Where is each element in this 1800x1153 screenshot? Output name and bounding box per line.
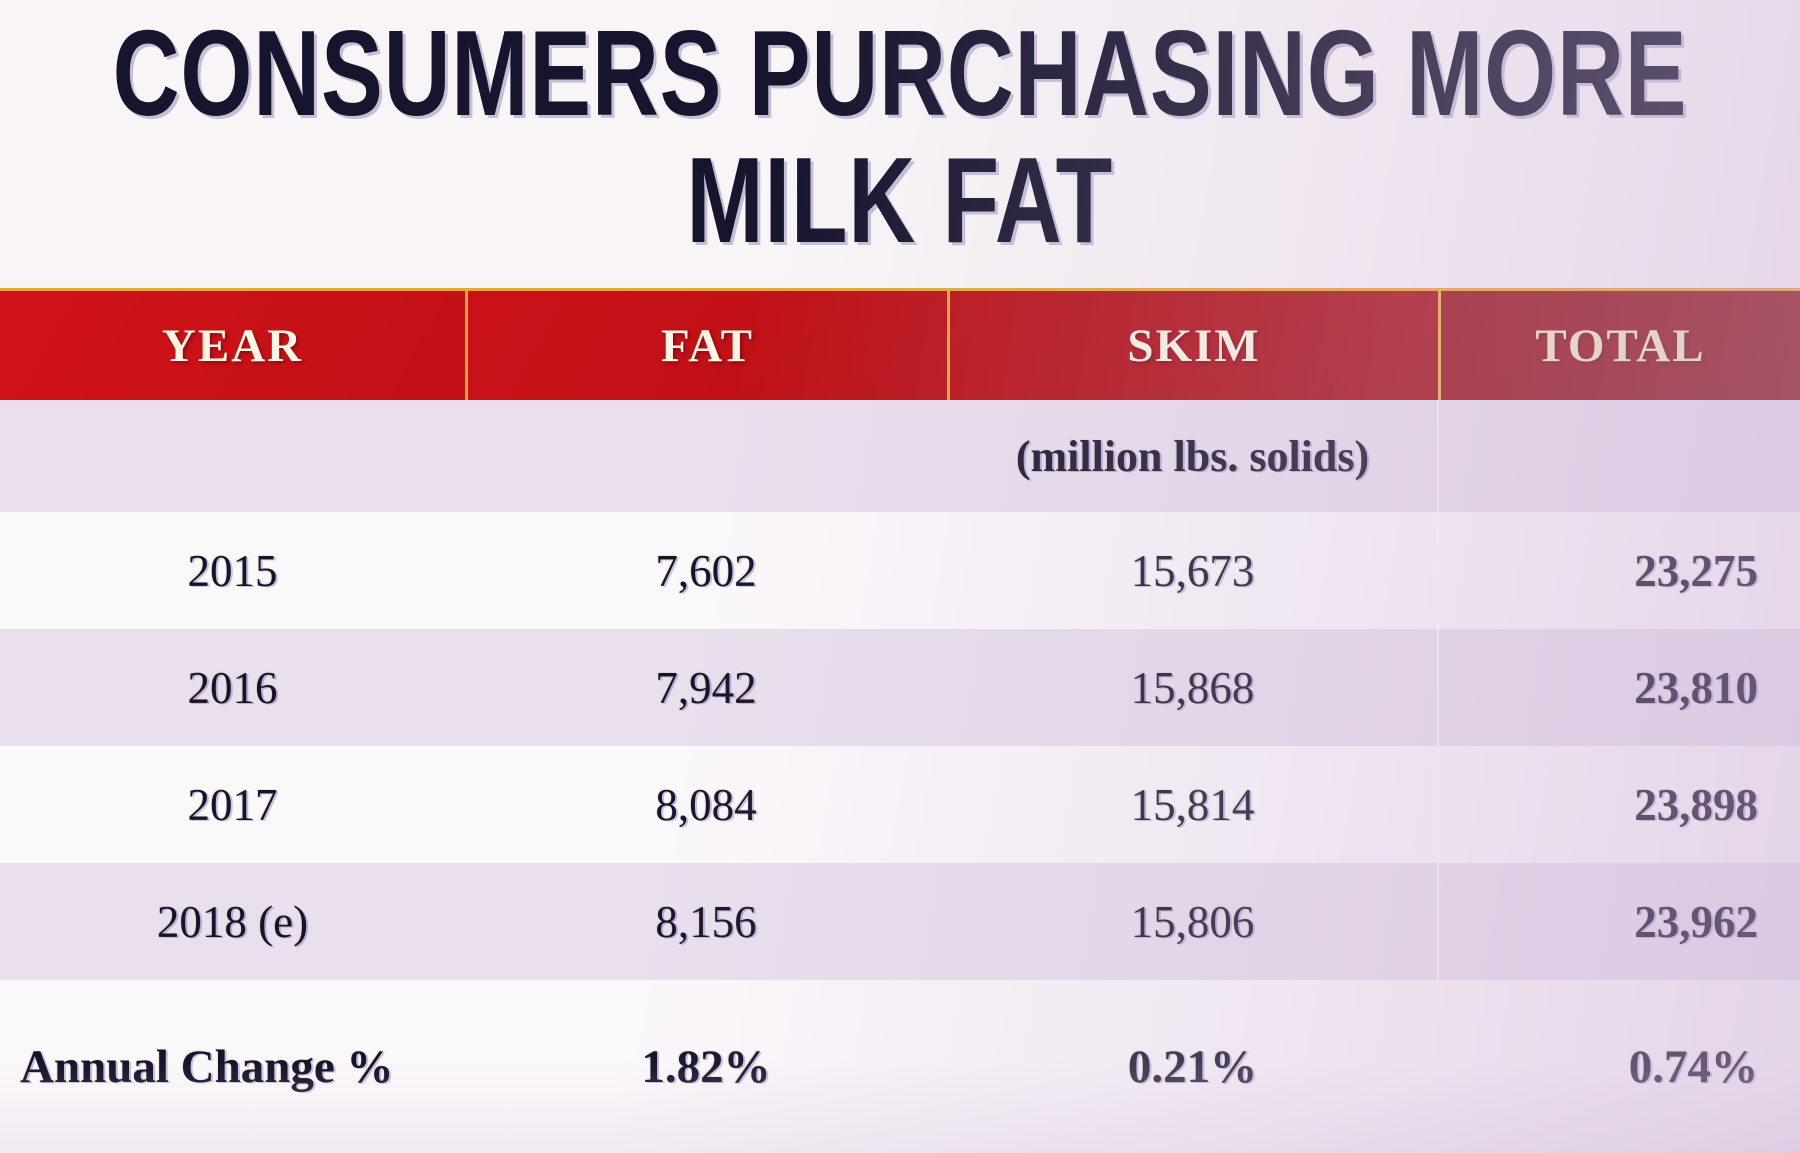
table-row: 2015 7,602 15,673 23,275 bbox=[0, 512, 1800, 629]
summary-total-cell: 0.74% bbox=[1628, 1040, 1758, 1093]
fat-cell: 8,084 bbox=[655, 779, 757, 830]
summary-skim-cell: 0.21% bbox=[1127, 1040, 1258, 1093]
fat-cell: 7,942 bbox=[655, 662, 757, 713]
year-cell: 2016 bbox=[187, 662, 278, 713]
table-row: 2018 (e) 8,156 15,806 23,962 bbox=[0, 863, 1800, 980]
unit-row-total-cell bbox=[1438, 400, 1800, 512]
summary-row: Annual Change % 1.82% 0.21% 0.74% bbox=[0, 980, 1800, 1153]
column-header-skim: SKIM bbox=[947, 291, 1438, 400]
unit-note-row: (million lbs. solids) bbox=[0, 400, 1800, 512]
summary-label: Annual Change % bbox=[20, 1040, 394, 1093]
slide-title-line2: MILK FAT bbox=[686, 131, 1114, 268]
title-area: CONSUMERS PURCHASING MORE MILK FAT bbox=[0, 0, 1800, 288]
unit-row-fat-cell bbox=[465, 400, 947, 512]
fat-cell: 7,602 bbox=[655, 545, 757, 596]
unit-row-year-cell bbox=[0, 400, 465, 512]
year-cell: 2018 (e) bbox=[156, 896, 309, 947]
total-cell: 23,962 bbox=[1634, 896, 1758, 947]
total-cell: 23,810 bbox=[1634, 662, 1758, 713]
total-cell: 23,898 bbox=[1634, 779, 1758, 830]
column-header-total: TOTAL bbox=[1438, 291, 1800, 400]
slide-title-line1: CONSUMERS PURCHASING MORE bbox=[112, 5, 1688, 141]
skim-cell: 15,806 bbox=[1130, 896, 1255, 947]
column-divider-artifact bbox=[1437, 400, 1439, 981]
year-cell: 2017 bbox=[187, 779, 278, 830]
table-header-row: YEAR FAT SKIM TOTAL bbox=[0, 288, 1800, 400]
table-row: 2017 8,084 15,814 23,898 bbox=[0, 746, 1800, 863]
skim-cell: 15,673 bbox=[1130, 545, 1255, 596]
skim-cell: 15,868 bbox=[1130, 662, 1255, 713]
table-row: 2016 7,942 15,868 23,810 bbox=[0, 629, 1800, 746]
column-header-year: YEAR bbox=[0, 291, 465, 400]
total-cell: 23,275 bbox=[1634, 545, 1758, 596]
column-header-fat: FAT bbox=[465, 291, 947, 400]
unit-note: (million lbs. solids) bbox=[1015, 431, 1370, 481]
fat-cell: 8,156 bbox=[655, 896, 757, 947]
year-cell: 2015 bbox=[187, 545, 278, 596]
summary-fat-cell: 1.82% bbox=[641, 1040, 771, 1093]
skim-cell: 15,814 bbox=[1130, 779, 1255, 830]
